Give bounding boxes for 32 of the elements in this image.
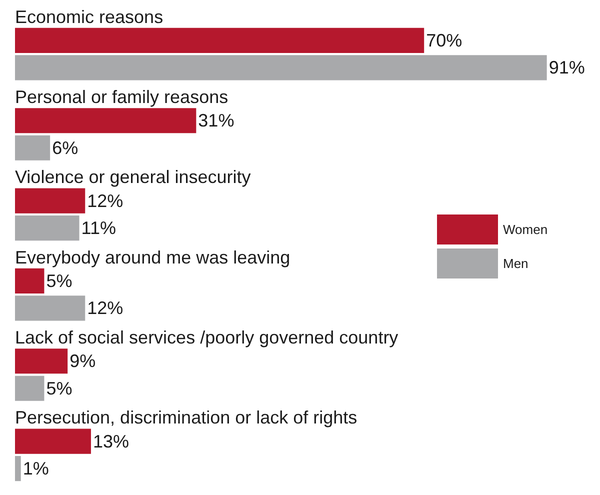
bar bbox=[15, 268, 44, 294]
data-label: 12% bbox=[87, 190, 124, 211]
data-label: 91% bbox=[548, 58, 585, 78]
legend-label: Women bbox=[503, 222, 548, 238]
bar bbox=[15, 135, 50, 160]
data-label: 13% bbox=[92, 431, 130, 452]
y-tick-label: Persecution, discrimination or lack of rights bbox=[15, 408, 358, 428]
bar bbox=[15, 376, 44, 401]
bar bbox=[15, 216, 80, 241]
data-label: 5% bbox=[46, 270, 72, 291]
y-tick-label: Everybody around me was leaving bbox=[15, 247, 290, 268]
bar bbox=[15, 428, 91, 454]
data-label: 9% bbox=[70, 351, 96, 372]
bar bbox=[15, 55, 547, 80]
y-tick-label: Lack of social services /poorly governed country bbox=[15, 328, 398, 348]
data-label: 6% bbox=[52, 138, 78, 158]
y-tick-label: Personal or family reasons bbox=[15, 87, 228, 108]
data-label: 5% bbox=[46, 378, 72, 398]
bar bbox=[15, 188, 86, 214]
bar bbox=[15, 348, 68, 374]
data-label: 31% bbox=[198, 110, 234, 131]
legend-label: Men bbox=[503, 256, 528, 272]
data-label: 11% bbox=[81, 218, 116, 238]
bar bbox=[15, 296, 86, 321]
data-label: 1% bbox=[22, 458, 49, 479]
data-label: 70% bbox=[426, 30, 462, 50]
bar bbox=[15, 456, 21, 482]
y-tick-label: Violence or general insecurity bbox=[15, 167, 251, 188]
bar bbox=[15, 108, 196, 134]
y-tick-label: Economic reasons bbox=[15, 6, 164, 27]
data-label: 12% bbox=[87, 298, 124, 318]
bar bbox=[15, 28, 424, 53]
